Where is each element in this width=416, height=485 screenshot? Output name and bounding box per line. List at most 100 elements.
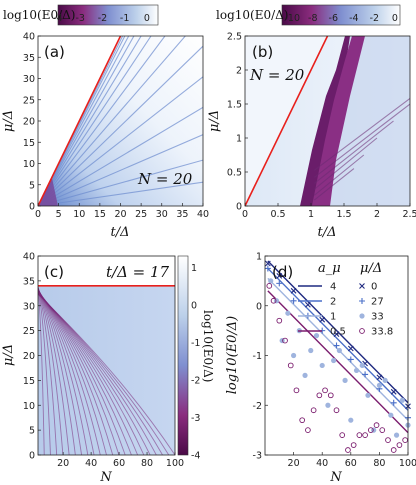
colorbar-tick-label: 0 [191,300,197,311]
fan-ray [313,103,410,178]
x-tick-label: 15 [94,209,106,220]
panel-label-d: (d) [272,263,293,281]
marker-plus [347,356,354,363]
x-label-a: t/Δ [111,225,130,240]
y-tick-label: 30 [23,74,35,85]
legend-marker-label: 33 [371,312,384,323]
fan-ray [38,159,203,206]
x-tick-label: 40 [197,209,209,220]
marker-x [264,260,271,267]
legend-line-header: a_μ [318,261,341,276]
colorbar-tick-label: -3 [191,413,200,424]
marker-dot [376,382,382,388]
x-tick-label: 10 [73,209,85,220]
colorbar-a-label: log10(E0/Δ) [3,8,75,22]
marker-circle [287,362,294,369]
fan-ray [313,120,394,184]
marker-circle [327,392,334,399]
y-tick-label: 5 [29,426,35,437]
colorbar-b-label: log10(E0/Δ) [216,8,288,22]
legend-line-label: 2 [330,297,336,308]
y-tick-label: 0 [256,301,262,312]
marker-circle [333,407,340,414]
colorbar-tick-label: -2 [191,375,200,386]
colorbar-c [177,255,189,456]
marker-dot [342,377,348,383]
marker-circle [350,442,357,448]
y-label-a: μ/Δ [1,110,16,132]
y-tick-label: 1 [256,252,262,263]
colorbar-tick-label: -3 [75,13,84,24]
x-label-d: N [329,470,342,485]
fan-ray [313,137,378,190]
y-ticks-b: 0 0.5 1 1.5 2 2.5 [227,32,248,213]
marker-dot [285,310,291,316]
heatmap-c-stripe [38,286,45,455]
colorbar-tick-label: -4 [349,13,358,24]
marker-dot [365,392,371,398]
heatmap-c-stripe [38,288,83,455]
marker-circle [310,407,317,414]
marker-x [359,283,365,289]
marker-circle [356,432,363,438]
marker-circle [379,427,386,433]
x-ticks-a: 0 5 10 15 20 25 30 35 40 [35,203,209,220]
colorbar-a [57,4,159,26]
marker-circle [270,297,277,304]
fan-ray [38,36,152,206]
y-tick-label: 40 [23,252,35,263]
heatmap-c-stripe [38,287,70,455]
marker-circle [362,432,368,438]
y-tick-label: 25 [23,326,35,337]
x-ticks-b: 0 0.5 1 1.5 2 2.5 [242,203,416,220]
marker-circle [305,427,311,433]
fan-ray [38,45,203,206]
colorbar-tick-label: -4 [53,13,62,24]
x-tick-label: 5 [56,209,62,220]
y-tick-label: 10 [23,159,35,170]
marker-circle [322,387,328,394]
marker-x [333,331,340,337]
colorbar-tick-label: -6 [329,13,338,24]
marker-plus [264,265,271,272]
y-tick-label: -1 [253,351,262,362]
y-tick-label: 20 [23,351,35,362]
legend-line-label: 0.5 [330,327,346,338]
y-tick-label: 25 [23,95,35,106]
fan-ray [313,154,365,196]
marker-dot [371,427,377,433]
fan-ray [38,76,203,206]
x-tick-label: 30 [156,209,168,220]
annotation-b: N = 20 [249,66,305,84]
x-tick-label: 25 [135,209,147,220]
marker-dot [393,432,400,438]
panel-label-a: (a) [44,43,65,61]
x-tick-label: 20 [288,458,300,469]
legend-marker-header: μ/Δ [360,261,382,276]
fan-ray [313,97,410,171]
y-tick-label: 35 [23,276,35,287]
y-tick-label: 10 [23,401,35,412]
marker-plus [290,297,297,304]
y-ticks-a: 0 5 10 15 20 25 30 35 40 [23,32,41,213]
series-line [267,290,409,434]
marker-circle [266,283,273,289]
marker-dot [291,352,297,359]
marker-circle [367,427,374,433]
fan-ray [38,36,166,206]
colorbar-tick-label: -2 [370,13,379,24]
y-tick-label: 5 [29,180,35,191]
x-tick-label: 100 [166,458,184,469]
marker-circle [390,447,397,453]
marker-circle [339,432,346,438]
x-tick-label: 2 [374,209,380,220]
annotation-c: t/Δ = 17 [106,263,170,281]
panel-label-b: (b) [252,43,273,61]
y-tick-label: 0 [29,202,35,213]
panel-b: log10(E0/Δ) -10 -8 -6 -4 -2 0 (b) N = 20 0 0.5… [207,4,416,240]
fan-ray [38,36,142,206]
colorbar-tick-label: -4 [191,451,200,462]
series-line [267,267,409,411]
x-tick-label: 40 [85,458,97,469]
